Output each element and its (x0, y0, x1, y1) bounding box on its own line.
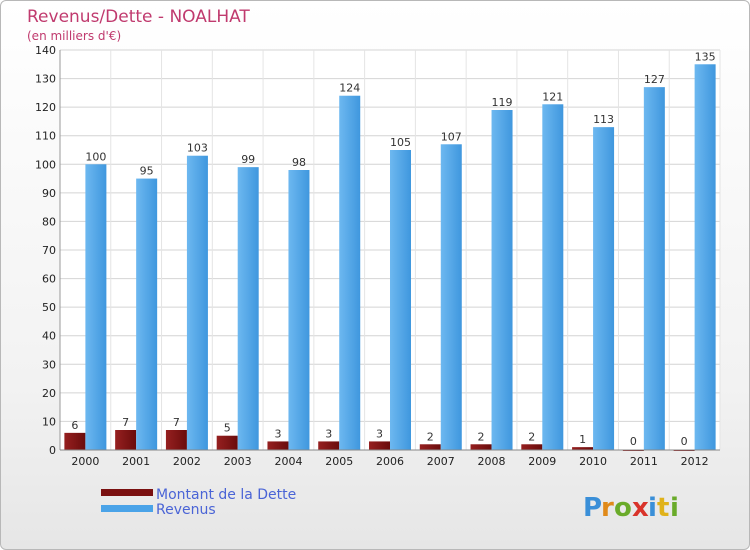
y-tick-label: 80 (42, 215, 56, 228)
data-label-revenus: 100 (85, 150, 106, 163)
bar-debt (318, 441, 340, 450)
x-tick-label: 2004 (274, 455, 302, 468)
bar-revenus (542, 104, 564, 451)
x-tick-label: 2010 (579, 455, 607, 468)
bar-revenus (237, 167, 259, 450)
bar-debt (521, 444, 543, 450)
data-label-debt: 7 (122, 416, 129, 429)
x-tick-label: 2009 (528, 455, 556, 468)
x-tick-label: 2007 (427, 455, 455, 468)
bar-revenus (288, 170, 310, 450)
legend: Montant de la Dette Revenus (101, 487, 296, 518)
data-label-revenus: 124 (339, 82, 360, 95)
y-tick-label: 10 (42, 415, 56, 428)
data-label-debt: 2 (528, 430, 535, 443)
y-axis: 0 10 20 30 40 50 60 70 80 90 100 110 120 130 140 (35, 44, 61, 457)
y-tick-label: 50 (42, 301, 56, 314)
bar-revenus (593, 127, 615, 451)
legend-label-debt: Montant de la Dette (156, 487, 296, 503)
y-tick-label: 60 (42, 273, 56, 286)
svg-text:i: i (648, 493, 657, 523)
bar-revenus (643, 87, 665, 451)
data-label-debt: 0 (630, 435, 637, 448)
data-label-debt: 3 (274, 427, 281, 440)
data-label-revenus: 113 (593, 113, 614, 126)
x-axis: 2000 2001 2002 2003 2004 2005 2006 2007 2008 2009… (60, 449, 720, 468)
bar-revenus (440, 144, 462, 451)
data-label-debt: 1 (579, 433, 586, 446)
svg-text:i: i (670, 493, 679, 523)
data-label-revenus: 95 (140, 165, 154, 178)
y-tick-label: 120 (35, 101, 56, 114)
chart-subtitle: (en milliers d'€) (27, 29, 121, 43)
bar-revenus (339, 95, 361, 450)
data-label-debt: 0 (681, 435, 688, 448)
y-tick-label: 40 (42, 330, 56, 343)
bar-revenus (186, 155, 208, 450)
data-label-revenus: 135 (695, 50, 716, 63)
bar-revenus (85, 164, 107, 451)
x-tick-label: 2002 (173, 455, 201, 468)
y-tick-label: 140 (35, 44, 56, 57)
x-tick-label: 2000 (71, 455, 99, 468)
bars: 6 100 7 95 7 103 5 99 3 98 3 124 3 105 2 107 2 119 2 121 1 11… (64, 50, 716, 451)
y-tick-label: 110 (35, 130, 56, 143)
x-tick-label: 2008 (478, 455, 506, 468)
legend-swatch-revenus (101, 505, 153, 512)
data-label-debt: 3 (376, 427, 383, 440)
y-tick-label: 70 (42, 244, 56, 257)
bar-debt (369, 441, 390, 450)
data-label-revenus: 98 (292, 156, 306, 169)
legend-label-revenus: Revenus (156, 502, 216, 518)
y-tick-label: 90 (42, 187, 56, 200)
x-tick-label: 2005 (325, 455, 353, 468)
data-label-debt: 2 (427, 430, 434, 443)
data-label-revenus: 99 (241, 153, 255, 166)
data-label-revenus: 105 (390, 136, 411, 149)
y-tick-label: 130 (35, 73, 56, 86)
y-tick-label: 100 (35, 158, 56, 171)
bar-debt (165, 430, 187, 450)
y-tick-label: 20 (42, 387, 56, 400)
data-label-revenus: 119 (492, 96, 513, 109)
svg-text:o: o (614, 493, 632, 523)
x-tick-label: 2001 (122, 455, 150, 468)
bar-revenus (390, 150, 411, 450)
data-label-debt: 3 (325, 427, 332, 440)
data-label-debt: 7 (173, 416, 180, 429)
bar-debt (267, 441, 289, 450)
x-tick-label: 2012 (681, 455, 709, 468)
svg-text:P: P (583, 493, 602, 523)
data-label-debt: 6 (71, 419, 78, 432)
bar-debt (572, 447, 594, 450)
chart-title: Revenus/Dette - NOALHAT (27, 7, 250, 27)
data-label-revenus: 121 (542, 90, 563, 103)
bar-debt (470, 444, 492, 450)
bar-revenus (491, 110, 513, 450)
svg-text:t: t (657, 493, 669, 523)
bar-revenus (694, 64, 716, 451)
proxiti-logo: P r o x i t i (583, 493, 679, 523)
data-label-revenus: 127 (644, 73, 665, 86)
data-label-revenus: 107 (441, 130, 462, 143)
bar-revenus (136, 178, 158, 451)
bar-debt (115, 430, 137, 450)
bar-debt (419, 444, 441, 450)
x-tick-label: 2011 (630, 455, 658, 468)
bar-debt (64, 432, 86, 450)
legend-swatch-debt (101, 489, 153, 496)
data-label-debt: 5 (224, 422, 231, 435)
svg-text:r: r (601, 493, 614, 523)
data-label-revenus: 103 (187, 142, 208, 155)
x-tick-label: 2006 (376, 455, 404, 468)
svg-text:x: x (632, 493, 649, 523)
bar-debt (216, 435, 238, 450)
x-tick-label: 2003 (224, 455, 252, 468)
data-label-debt: 2 (478, 430, 485, 443)
y-tick-label: 30 (42, 358, 56, 371)
y-tick-label: 0 (49, 444, 56, 457)
